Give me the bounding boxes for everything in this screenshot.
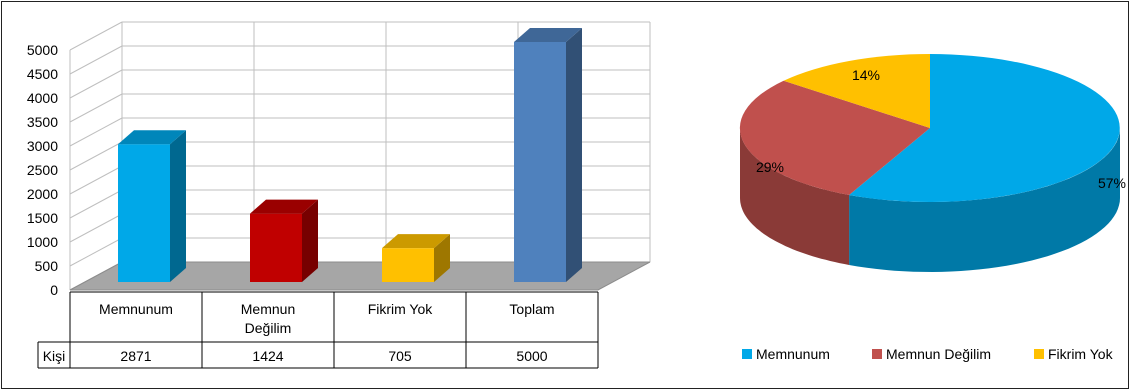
bar-side bbox=[170, 130, 186, 282]
category-label: Fikrim Yok bbox=[368, 301, 434, 317]
category-label: Değilim bbox=[245, 320, 292, 336]
pie-slice bbox=[849, 54, 1120, 202]
bar-0 bbox=[118, 130, 186, 282]
pie-label: 14% bbox=[852, 67, 880, 83]
pie-chart: 57% 29% 14% Memnunum Memnun Değilim Fikrim Yo… bbox=[739, 53, 1126, 362]
side-gridline bbox=[69, 45, 123, 75]
bar-chart: 0 500 1000 1500 2000 2500 3000 3500 4000 4500 5000… bbox=[27, 21, 651, 369]
table-row-label: Kişi bbox=[43, 348, 66, 364]
bar bbox=[250, 213, 302, 282]
y-tick-label: 3500 bbox=[27, 114, 58, 130]
pie-label: 57% bbox=[1098, 175, 1126, 191]
side-gridline bbox=[69, 93, 123, 123]
bar bbox=[514, 42, 566, 282]
bar-top bbox=[514, 28, 582, 42]
y-tick-label: 2000 bbox=[27, 186, 58, 202]
side-gridline bbox=[69, 213, 123, 243]
pie-slice bbox=[783, 53, 930, 128]
y-tick-label: 500 bbox=[35, 258, 59, 274]
bar-1 bbox=[250, 199, 318, 282]
chart-floor bbox=[69, 261, 651, 291]
pie-slice-side bbox=[740, 128, 850, 265]
y-tick-label: 0 bbox=[50, 282, 58, 298]
side-gridline bbox=[69, 237, 123, 267]
legend-swatch bbox=[1034, 349, 1044, 359]
y-tick-label: 2500 bbox=[27, 162, 58, 178]
pie-label: 29% bbox=[756, 159, 784, 175]
legend-label: Fikrim Yok bbox=[1048, 346, 1114, 362]
y-tick-label: 4000 bbox=[27, 90, 58, 106]
legend-swatch bbox=[872, 349, 882, 359]
y-tick-label: 4500 bbox=[27, 66, 58, 82]
pie-slice-side bbox=[849, 128, 1120, 272]
side-gridline bbox=[69, 117, 123, 147]
legend: Memnunum Memnun Değilim Fikrim Yok bbox=[742, 346, 1114, 362]
table-value: 2871 bbox=[120, 348, 151, 364]
bar-side bbox=[566, 28, 582, 282]
legend-label: Memnun Değilim bbox=[886, 346, 991, 362]
side-gridline bbox=[69, 21, 123, 51]
bar-3 bbox=[514, 28, 582, 282]
y-tick-label: 1500 bbox=[27, 210, 58, 226]
side-gridline bbox=[69, 165, 123, 195]
table-value: 705 bbox=[388, 348, 412, 364]
bar-2 bbox=[382, 234, 450, 282]
table-value: 1424 bbox=[252, 348, 283, 364]
bar-side bbox=[434, 234, 450, 282]
y-tick-label: 3000 bbox=[27, 138, 58, 154]
bar-top bbox=[250, 199, 318, 214]
bar bbox=[118, 144, 170, 282]
y-tick-label: 5000 bbox=[27, 42, 58, 58]
side-gridline bbox=[69, 141, 123, 171]
category-label: Memnun bbox=[241, 301, 295, 317]
side-gridline bbox=[69, 189, 123, 219]
bar bbox=[382, 248, 434, 282]
pie-slice bbox=[739, 80, 930, 195]
side-gridline bbox=[69, 69, 123, 99]
bar-top bbox=[382, 234, 450, 249]
legend-label: Memnunum bbox=[756, 346, 830, 362]
bar-top bbox=[118, 130, 186, 145]
y-tick-label: 1000 bbox=[27, 234, 58, 250]
bar-side bbox=[302, 199, 318, 282]
category-label: Toplam bbox=[509, 301, 554, 317]
category-label: Memnunum bbox=[99, 301, 173, 317]
table-value: 5000 bbox=[516, 348, 547, 364]
data-table: Kişi Memnunum 2871 Memnun Değilim 1424 Fikrim … bbox=[37, 291, 599, 369]
legend-swatch bbox=[742, 349, 752, 359]
